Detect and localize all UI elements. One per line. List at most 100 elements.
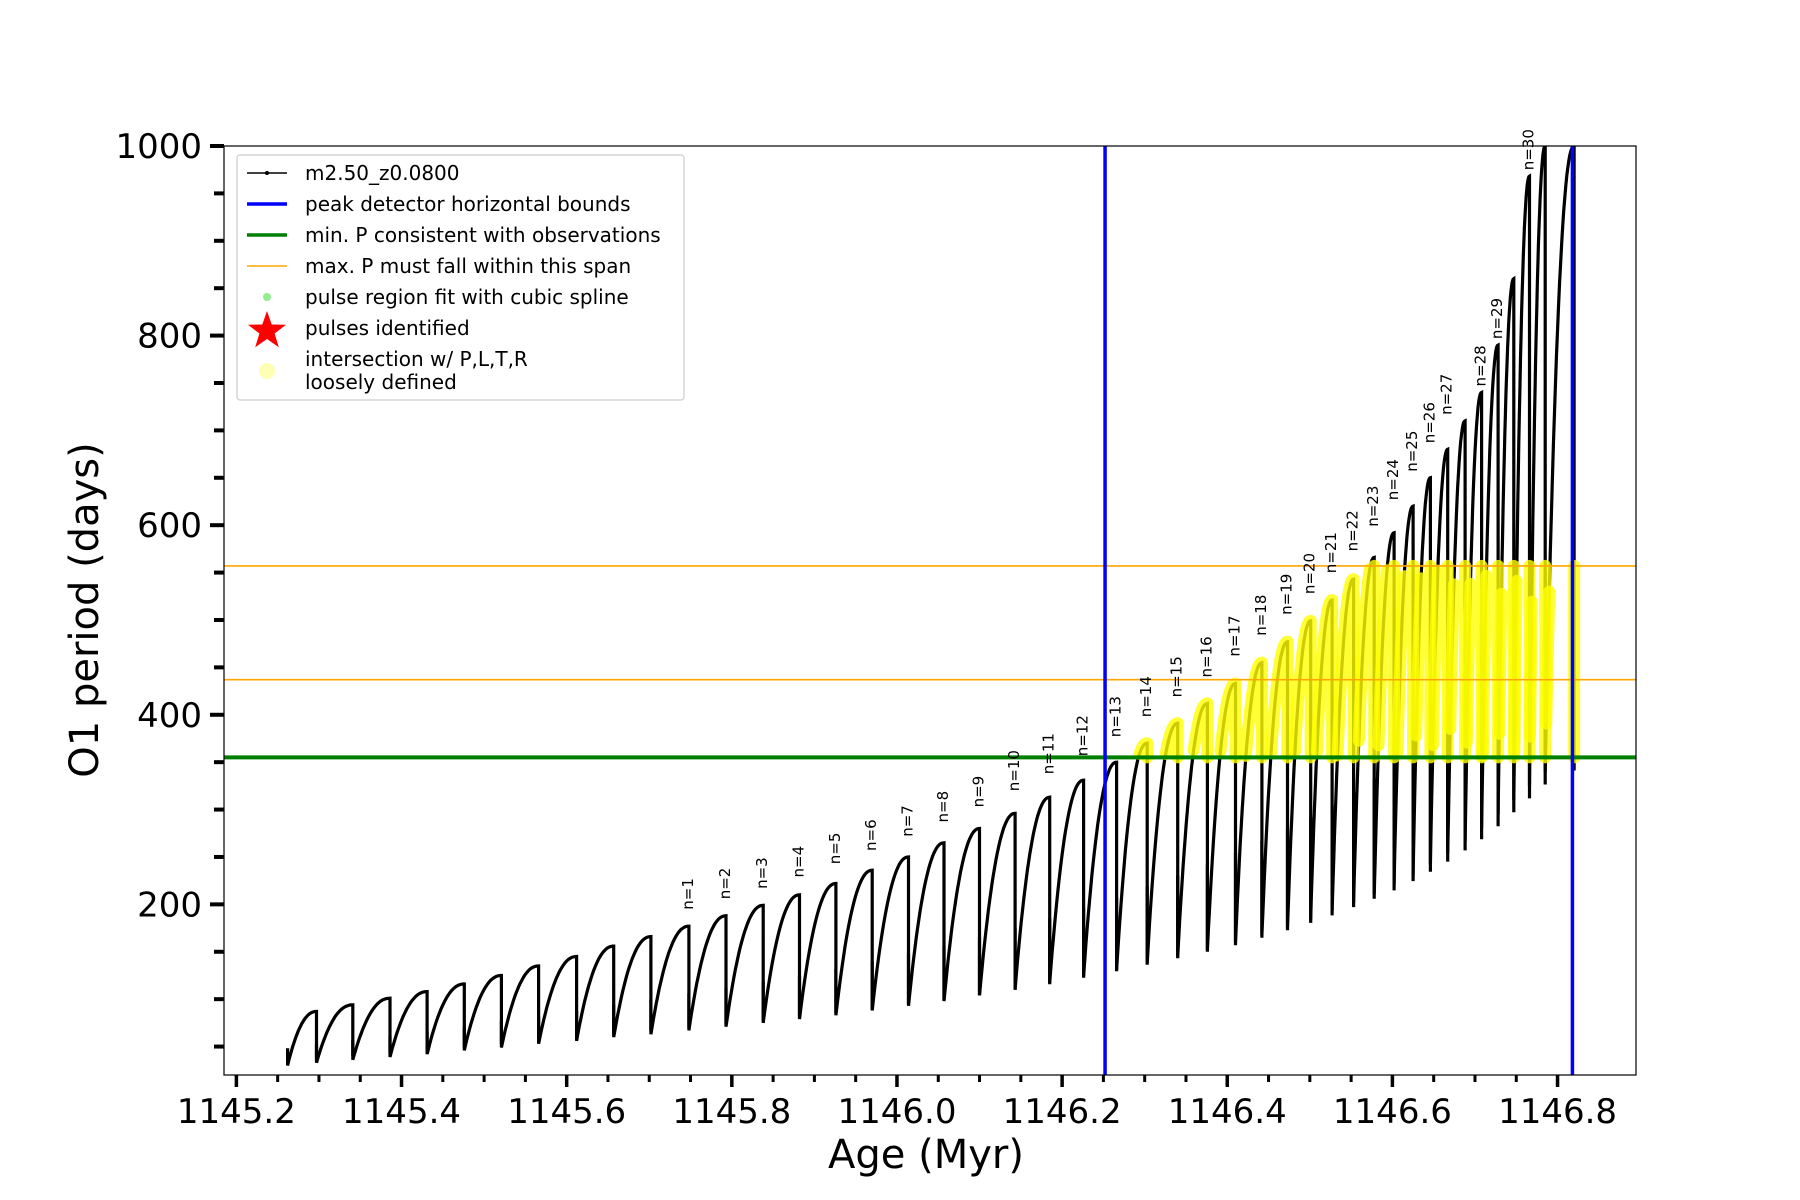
y-tick-label: 800: [137, 317, 202, 357]
series-cycle-19: [942, 826, 982, 1002]
series-cycle-21: [1013, 795, 1052, 990]
series-cycle-5: [425, 982, 466, 1055]
series-cycle-13: [724, 903, 765, 1027]
pulse-label: n=14: [1137, 676, 1155, 717]
pulse-label: n=23: [1364, 486, 1382, 527]
highlight-segment-27: [1214, 677, 1242, 764]
series-cycle-9: [575, 944, 616, 1042]
pulse-label: n=7: [899, 805, 917, 837]
series-m2.50-z0.0800: [286, 146, 1576, 1066]
y-tick-label: 1000: [115, 127, 202, 167]
legend-label: max. P must fall within this span: [305, 254, 631, 278]
legend-label: pulses identified: [305, 316, 470, 340]
pulse-label: n=20: [1301, 553, 1319, 594]
y-axis-title: O1 period (days): [62, 442, 108, 777]
x-tick-label: 1146.8: [1498, 1092, 1617, 1132]
x-axis: 1145.2 1145.4 1145.6 1145.8 1146.0 1146.2 1146…: [177, 1075, 1617, 1132]
pulse-label: n=9: [970, 776, 988, 808]
series-cycle-4: [388, 990, 429, 1058]
pulse-label: n=21: [1322, 532, 1340, 573]
legend-label: m2.50_z0.0800: [305, 161, 460, 185]
highlight-segment-30: [1289, 614, 1317, 764]
legend-item: peak detector horizontal bounds: [247, 192, 631, 216]
pulse-label: n=1: [679, 878, 697, 910]
pulse-label: n=4: [790, 846, 808, 878]
legend-label: peak detector horizontal bounds: [305, 192, 631, 216]
pulse-label: n=24: [1384, 459, 1402, 500]
legend-label: loosely defined: [305, 370, 457, 394]
series-cycle-1: [286, 1009, 319, 1066]
legend-label: intersection w/ P,L,T,R: [305, 347, 528, 371]
series-cycle-8: [537, 954, 579, 1045]
pulse-label: n=6: [862, 819, 880, 851]
highlight-segment-29: [1265, 635, 1294, 764]
pulse-label: n=16: [1197, 636, 1215, 677]
legend-swatch: [259, 363, 275, 379]
pulse-label: n=15: [1168, 656, 1186, 697]
x-tick-label: 1146.2: [1003, 1092, 1122, 1132]
series-cycle-14: [761, 893, 802, 1024]
pulse-label: n=29: [1488, 298, 1506, 339]
legend-item: pulse region fit with cubic spline: [263, 285, 629, 309]
x-tick-label: 1145.6: [507, 1092, 626, 1132]
pulse-label: n=17: [1226, 615, 1244, 656]
pulse-label: n=30: [1520, 129, 1538, 170]
series-cycle-6: [462, 973, 503, 1051]
series-cycle-16: [834, 868, 874, 1016]
y-tick-label: 200: [137, 885, 202, 925]
legend-item: m2.50_z0.0800: [247, 161, 460, 185]
x-tick-label: 1146.0: [837, 1092, 956, 1132]
highlight-segment-24: [1133, 737, 1154, 764]
pulse-label: n=8: [934, 791, 952, 823]
pulse-label: n=26: [1420, 402, 1438, 443]
y-axis: 200 400 600 800 1000: [115, 127, 224, 1049]
legend-item: max. P must fall within this span: [247, 254, 631, 278]
legend-swatch-star: [248, 311, 286, 348]
pulse-label: n=25: [1403, 431, 1421, 472]
pulse-label: n=3: [753, 857, 771, 889]
legend-label: pulse region fit with cubic spline: [305, 285, 629, 309]
x-tick-label: 1145.2: [177, 1092, 296, 1132]
legend-swatch-marker: [265, 171, 269, 175]
series-cycle-18: [906, 841, 946, 1006]
series-cycle-20: [977, 811, 1017, 996]
pulse-label: n=22: [1344, 510, 1362, 551]
legend-box: [236, 154, 685, 401]
x-tick-label: 1146.6: [1333, 1092, 1452, 1132]
highlight-segment-28: [1239, 656, 1268, 764]
x-tick-label: 1145.8: [672, 1092, 791, 1132]
x-axis-title: Age (Myr): [828, 1132, 1024, 1178]
x-tick-label: 1145.4: [342, 1092, 461, 1132]
y-tick-label: 600: [137, 506, 202, 546]
series-cycle-23: [1082, 760, 1119, 977]
horizontal-lines: [224, 565, 1636, 760]
series-cycle-17: [870, 855, 911, 1011]
highlight-segment-25: [1159, 717, 1184, 764]
x-tick-label: 1146.4: [1168, 1092, 1287, 1132]
series-cycle-15: [797, 881, 838, 1020]
plot-area: [224, 146, 1636, 1075]
pulse-label: n=12: [1074, 715, 1092, 756]
series-cycle-2: [314, 1003, 355, 1064]
pulse-label: n=10: [1005, 750, 1023, 791]
plot-frame: [223, 145, 1637, 1076]
highlight-segment-26: [1187, 697, 1214, 764]
highlight-layer: [1133, 559, 1581, 764]
pulse-label: n=11: [1040, 733, 1058, 774]
pulse-label: n=5: [826, 833, 844, 865]
series-cycle-22: [1048, 778, 1086, 984]
pulse-label: n=13: [1107, 696, 1125, 737]
highlight-segment-31: [1310, 594, 1339, 764]
series-cycle-10: [612, 934, 653, 1038]
series-cycle-11: [649, 924, 691, 1035]
legend-item: min. P consistent with observations: [247, 223, 661, 247]
pulse-label: n=27: [1438, 374, 1456, 415]
y-tick-label: 400: [137, 696, 202, 736]
series-cycle-7: [499, 964, 541, 1048]
legend-swatch: [263, 293, 271, 301]
series-cycle-12: [687, 913, 728, 1031]
pulse-label: n=2: [716, 868, 734, 900]
